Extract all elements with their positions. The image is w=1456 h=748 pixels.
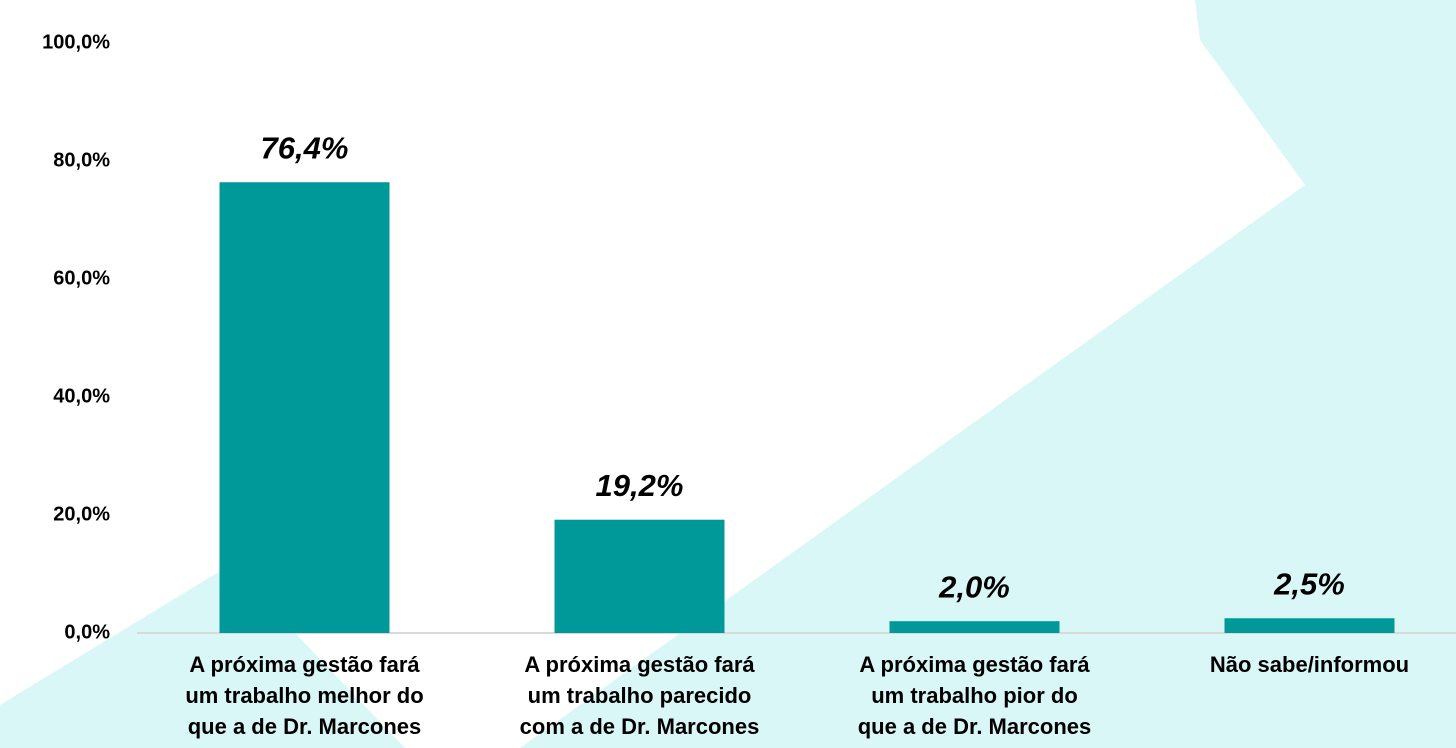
x-tick-label-line: A próxima gestão fará [524,652,755,677]
x-tick-label-line: A próxima gestão fará [859,652,1090,677]
x-tick-label-line: com a de Dr. Marcones [520,714,760,739]
y-tick-label: 100,0% [42,31,110,53]
x-tick-label-line: Não sabe/informou [1210,652,1409,677]
background-shape [0,565,405,748]
x-tick-label-line: A próxima gestão fará [189,652,420,677]
x-tick-label-line: um trabalho parecido [528,683,752,708]
x-tick-label: A próxima gestão fará um trabalho melhor … [185,652,423,739]
x-tick-label-line: um trabalho pior do [871,683,1078,708]
bar [1224,618,1395,633]
y-tick-label: 60,0% [53,267,110,289]
x-tick-label: A próxima gestão fará um trabalho pior do… [858,652,1092,739]
y-tick-label: 0,0% [64,621,110,643]
value-label: 19,2% [596,468,684,503]
value-label: 76,4% [261,130,349,165]
x-tick-label-line: um trabalho melhor do [185,683,423,708]
value-label: 2,0% [938,569,1010,604]
bar [889,621,1060,633]
x-tick-label: A próxima gestão fará um trabalho parecid… [520,652,760,739]
y-tick-label: 20,0% [53,503,110,525]
bar [219,182,390,634]
x-tick-label: Não sabe/informou [1210,652,1409,677]
background-shape [520,0,1456,748]
x-tick-label-line: que a de Dr. Marcones [188,714,422,739]
value-label: 2,5% [1273,566,1345,601]
x-tick-label-line: que a de Dr. Marcones [858,714,1092,739]
y-tick-label: 80,0% [53,149,110,171]
bar [554,519,725,633]
y-tick-label: 40,0% [53,385,110,407]
